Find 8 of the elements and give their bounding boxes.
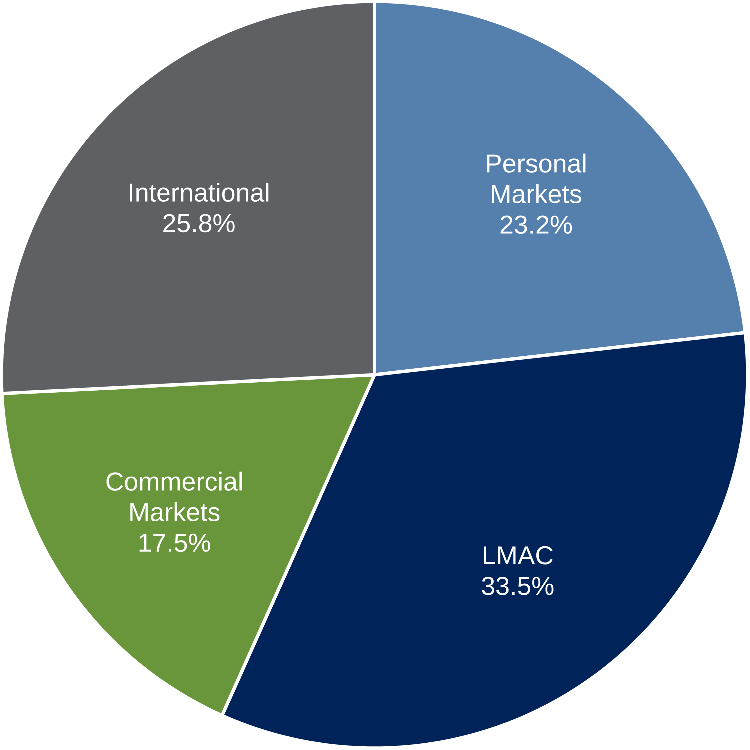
data-label: 23.2% [501,216,572,234]
slice-label: LMAC [484,546,554,565]
data-label: 25.8% [164,214,236,233]
data-label: 17.5% [140,534,211,552]
slice-label: International [130,182,269,202]
data-label: 33.5% [482,577,554,596]
slice-label: Personal Markets [487,154,586,204]
slice-label: Commercial Markets [107,472,242,522]
